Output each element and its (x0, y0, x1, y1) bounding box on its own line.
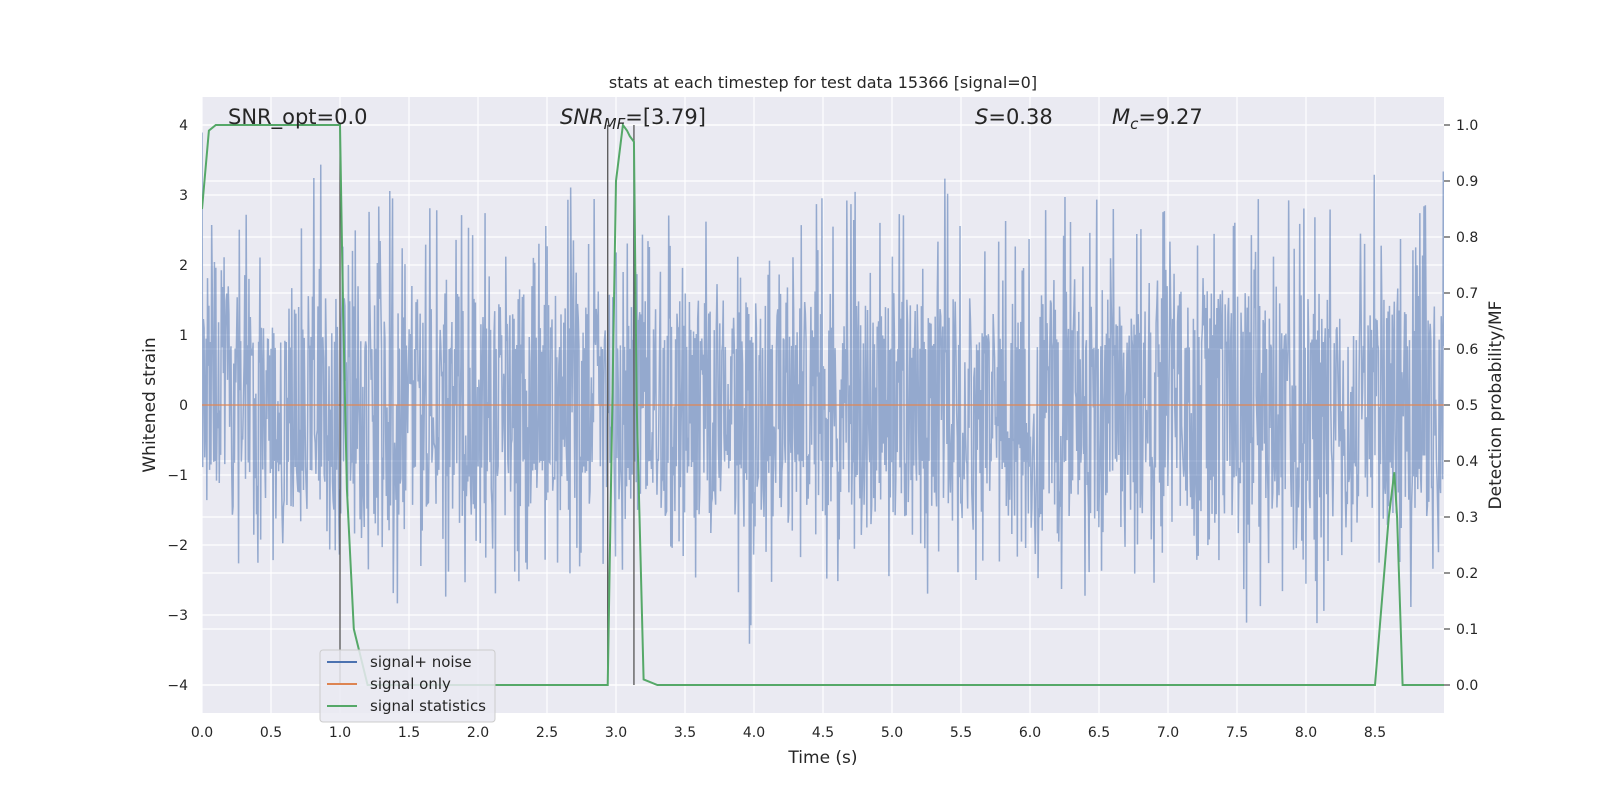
x-tick-label: 0.0 (191, 725, 213, 741)
tick-labels: 0.0 0.5 1.0 1.5 2.0 2.5 3.0 3.5 4.0 4.5 5.0 5.5 6.0 6… (167, 118, 1478, 741)
y-tick-label-right: 0.4 (1456, 454, 1478, 470)
y-tick-label-left: 3 (179, 188, 188, 204)
x-tick-label: 8.5 (1364, 725, 1386, 741)
annotation-s: S=0.38 (975, 105, 1053, 129)
y-tick-label-left: 1 (179, 328, 188, 344)
annotation-snr-opt: SNR_opt=0.0 (228, 105, 368, 130)
x-tick-label: 0.5 (260, 725, 282, 741)
annotation-snr-mf: SNRMF=[3.79] (560, 105, 706, 133)
x-tick-label: 7.0 (1157, 725, 1179, 741)
legend: signal+ noise signal only signal statist… (319, 649, 496, 723)
y-tick-label-right: 0.8 (1456, 230, 1478, 246)
y-tick-label-right: 0.0 (1456, 678, 1478, 694)
legend-label-signal-noise: signal+ noise (370, 653, 472, 671)
annotation-mc: Mc=9.27 (1112, 105, 1203, 133)
y-tick-label-left: −4 (167, 678, 188, 694)
y-tick-label-right: 0.5 (1456, 398, 1478, 414)
x-tick-label: 1.0 (329, 725, 351, 741)
x-tick-label: 6.5 (1088, 725, 1110, 741)
x-tick-label: 8.0 (1295, 725, 1317, 741)
y-tick-label-left: 2 (179, 258, 188, 274)
legend-label-signal-only: signal only (370, 675, 451, 693)
legend-label-signal-statistics: signal statistics (370, 697, 486, 715)
y-tick-label-right: 0.6 (1456, 342, 1478, 358)
signal-statistics-line (202, 122, 1444, 686)
y-tick-label-right: 0.9 (1456, 174, 1478, 190)
y-tick-label-left: −3 (167, 608, 188, 624)
x-tick-label: 3.5 (674, 725, 696, 741)
y-tick-label-right: 0.7 (1456, 286, 1478, 302)
chart-title: stats at each timestep for test data 153… (609, 73, 1037, 92)
legend-box (319, 649, 496, 723)
y-axis-label-right: Detection probability/MF (1486, 301, 1506, 510)
x-tick-label: 4.5 (812, 725, 834, 741)
x-tick-label: 3.0 (605, 725, 627, 741)
x-tick-label: 4.0 (743, 725, 765, 741)
x-axis-label: Time (s) (787, 748, 857, 768)
x-tick-label: 5.5 (950, 725, 972, 741)
x-tick-label: 2.0 (467, 725, 489, 741)
x-tick-label: 2.5 (536, 725, 558, 741)
noise-trace (202, 132, 1444, 644)
y-tick-label-right: 0.3 (1456, 510, 1478, 526)
x-tick-label: 6.0 (1019, 725, 1041, 741)
x-tick-label: 1.5 (398, 725, 420, 741)
y-tick-label-left: 4 (179, 118, 188, 134)
y-tick-label-left: −2 (167, 538, 188, 554)
y-tick-label-right: 1.0 (1456, 118, 1478, 134)
y-tick-label-right: 0.1 (1456, 622, 1478, 638)
x-tick-label: 5.0 (881, 725, 903, 741)
y-tick-label-left: 0 (179, 398, 188, 414)
y-tick-label-left: −1 (167, 468, 188, 484)
x-tick-label: 7.5 (1226, 725, 1248, 741)
overlay-lines (202, 122, 1444, 686)
y-tick-label-right: 0.2 (1456, 566, 1478, 582)
y-axis-label-left: Whitened strain (140, 337, 160, 472)
signal-noise-line (202, 132, 1444, 644)
